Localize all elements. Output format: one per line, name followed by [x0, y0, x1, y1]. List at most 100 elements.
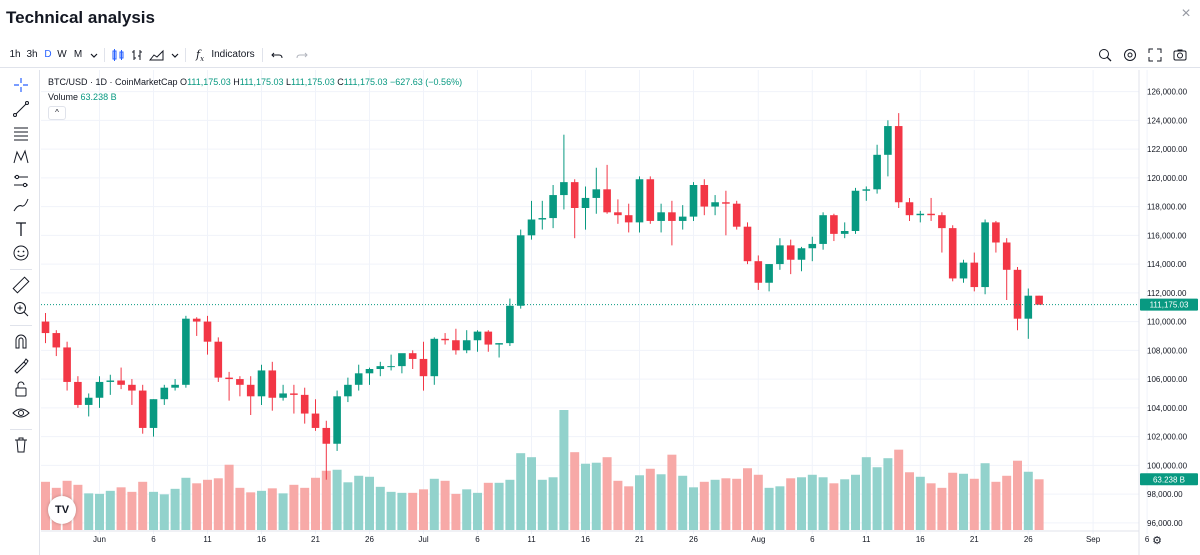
volume-bar — [429, 478, 439, 530]
low-label: L — [286, 77, 292, 87]
y-tick-label: 120,000.00 — [1147, 174, 1188, 183]
x-tick-label: 6 — [810, 535, 815, 544]
trash-icon[interactable] — [11, 435, 31, 455]
volume-bar — [278, 493, 288, 530]
high-label: H — [233, 77, 240, 87]
text-icon[interactable] — [11, 219, 31, 239]
candle-body — [128, 384, 136, 391]
y-tick-label: 108,000.00 — [1147, 346, 1188, 355]
trend-line-icon[interactable] — [11, 99, 31, 119]
candle-body — [570, 182, 579, 208]
volume-bar — [797, 477, 806, 530]
lock-drawing-icon[interactable] — [11, 355, 31, 375]
candle-body — [225, 377, 233, 380]
candle-body — [624, 215, 633, 223]
volume-bar — [116, 487, 126, 530]
volume-bar — [354, 475, 364, 530]
volume-bar — [807, 474, 817, 530]
candle-body — [376, 366, 385, 369]
interval-w-button[interactable]: W — [57, 49, 67, 60]
x-tick-label: 26 — [689, 535, 698, 544]
x-tick-label: 16 — [581, 535, 590, 544]
area-chart-icon[interactable] — [148, 47, 166, 63]
volume-bar — [505, 479, 515, 530]
magnet-icon[interactable] — [11, 331, 31, 351]
y-tick-label: 98,000.00 — [1147, 490, 1183, 499]
volume-bar — [851, 474, 860, 530]
y-tick-label: 102,000.00 — [1147, 433, 1188, 442]
indicators-button[interactable]: Indicators — [211, 49, 255, 60]
candle-body — [387, 366, 395, 368]
brush-icon[interactable] — [11, 195, 31, 215]
fib-icon[interactable] — [11, 123, 31, 143]
zoom-in-icon[interactable] — [11, 299, 31, 319]
volume-bar — [149, 491, 158, 530]
candle-body — [365, 369, 374, 374]
volume-bar — [105, 490, 115, 530]
lock-icon[interactable] — [11, 379, 31, 399]
x-tick-label: 11 — [862, 535, 871, 544]
interval-m-button[interactable]: M — [73, 49, 83, 60]
candle-body — [538, 218, 547, 220]
candle-body — [959, 262, 968, 279]
volume-bar — [473, 492, 482, 530]
high-value: 111,175.03 — [239, 77, 284, 87]
ruler-icon[interactable] — [11, 275, 31, 295]
forecast-icon[interactable] — [11, 171, 31, 191]
price-chart[interactable]: 111,175.03 63.238 B 96,000.00 98,000.00 100… — [41, 70, 1200, 555]
volume-bar — [138, 481, 148, 530]
emoji-icon[interactable] — [11, 243, 31, 263]
candle-body — [333, 396, 341, 444]
x-tick-label: Aug — [751, 535, 765, 544]
y-tick-label: 110,000.00 — [1147, 318, 1187, 327]
camera-icon[interactable] — [1172, 47, 1188, 63]
eye-icon[interactable] — [11, 403, 31, 423]
volume-bar — [311, 477, 320, 530]
pattern-icon[interactable] — [11, 147, 31, 167]
close-button[interactable]: × — [1181, 5, 1191, 22]
volume-bar — [915, 476, 925, 530]
candle-body — [754, 261, 763, 283]
fullscreen-icon[interactable] — [1147, 47, 1163, 63]
x-tick-label: 26 — [1024, 535, 1033, 544]
fx-icon[interactable]: fx — [195, 48, 205, 64]
search-icon[interactable] — [1097, 47, 1113, 63]
chart-toolbar: 1h 3h D W M fx Indicators — [0, 42, 1200, 68]
interval-1h-button[interactable]: 1h — [9, 49, 21, 60]
chevron-down-icon[interactable] — [88, 47, 100, 63]
x-tick-label: Jul — [418, 535, 428, 544]
volume-bar — [840, 479, 850, 530]
candle-body — [441, 338, 449, 341]
undo-icon[interactable] — [270, 47, 284, 63]
candle-body — [408, 353, 417, 359]
open-label: O — [180, 77, 188, 87]
candle-body — [689, 185, 698, 217]
x-tick-label: Jun — [93, 535, 106, 544]
candle-body — [646, 179, 655, 221]
candle-body — [214, 341, 223, 378]
volume-bar — [95, 493, 104, 530]
candle-body — [700, 185, 709, 207]
volume-bar — [462, 489, 472, 530]
settings-icon[interactable] — [1122, 47, 1138, 63]
volume-bar — [753, 474, 763, 530]
gear-icon[interactable]: ⚙ — [1152, 535, 1162, 547]
interval-d-button[interactable]: D — [44, 49, 52, 60]
interval-3h-button[interactable]: 3h — [26, 49, 38, 60]
crosshair-icon[interactable] — [11, 75, 31, 95]
candle-body — [527, 219, 536, 236]
volume-value: 63.238 B — [80, 92, 117, 102]
volume-bar — [581, 463, 590, 530]
y-tick-label: 106,000.00 — [1147, 375, 1188, 384]
candles-icon[interactable] — [110, 47, 126, 63]
volume-label[interactable]: Volume — [48, 92, 79, 102]
tradingview-logo[interactable]: TV — [48, 496, 76, 524]
chevron-down-icon[interactable] — [170, 47, 180, 63]
collapse-legend-button[interactable]: ^ — [48, 106, 66, 120]
symbol-label[interactable]: BTC/USD · 1D · CoinMarketCap — [48, 77, 178, 87]
y-tick-label: 118,000.00 — [1147, 203, 1187, 212]
candle-body — [398, 353, 406, 367]
redo-icon[interactable] — [295, 47, 309, 63]
bars-icon[interactable] — [130, 47, 144, 63]
